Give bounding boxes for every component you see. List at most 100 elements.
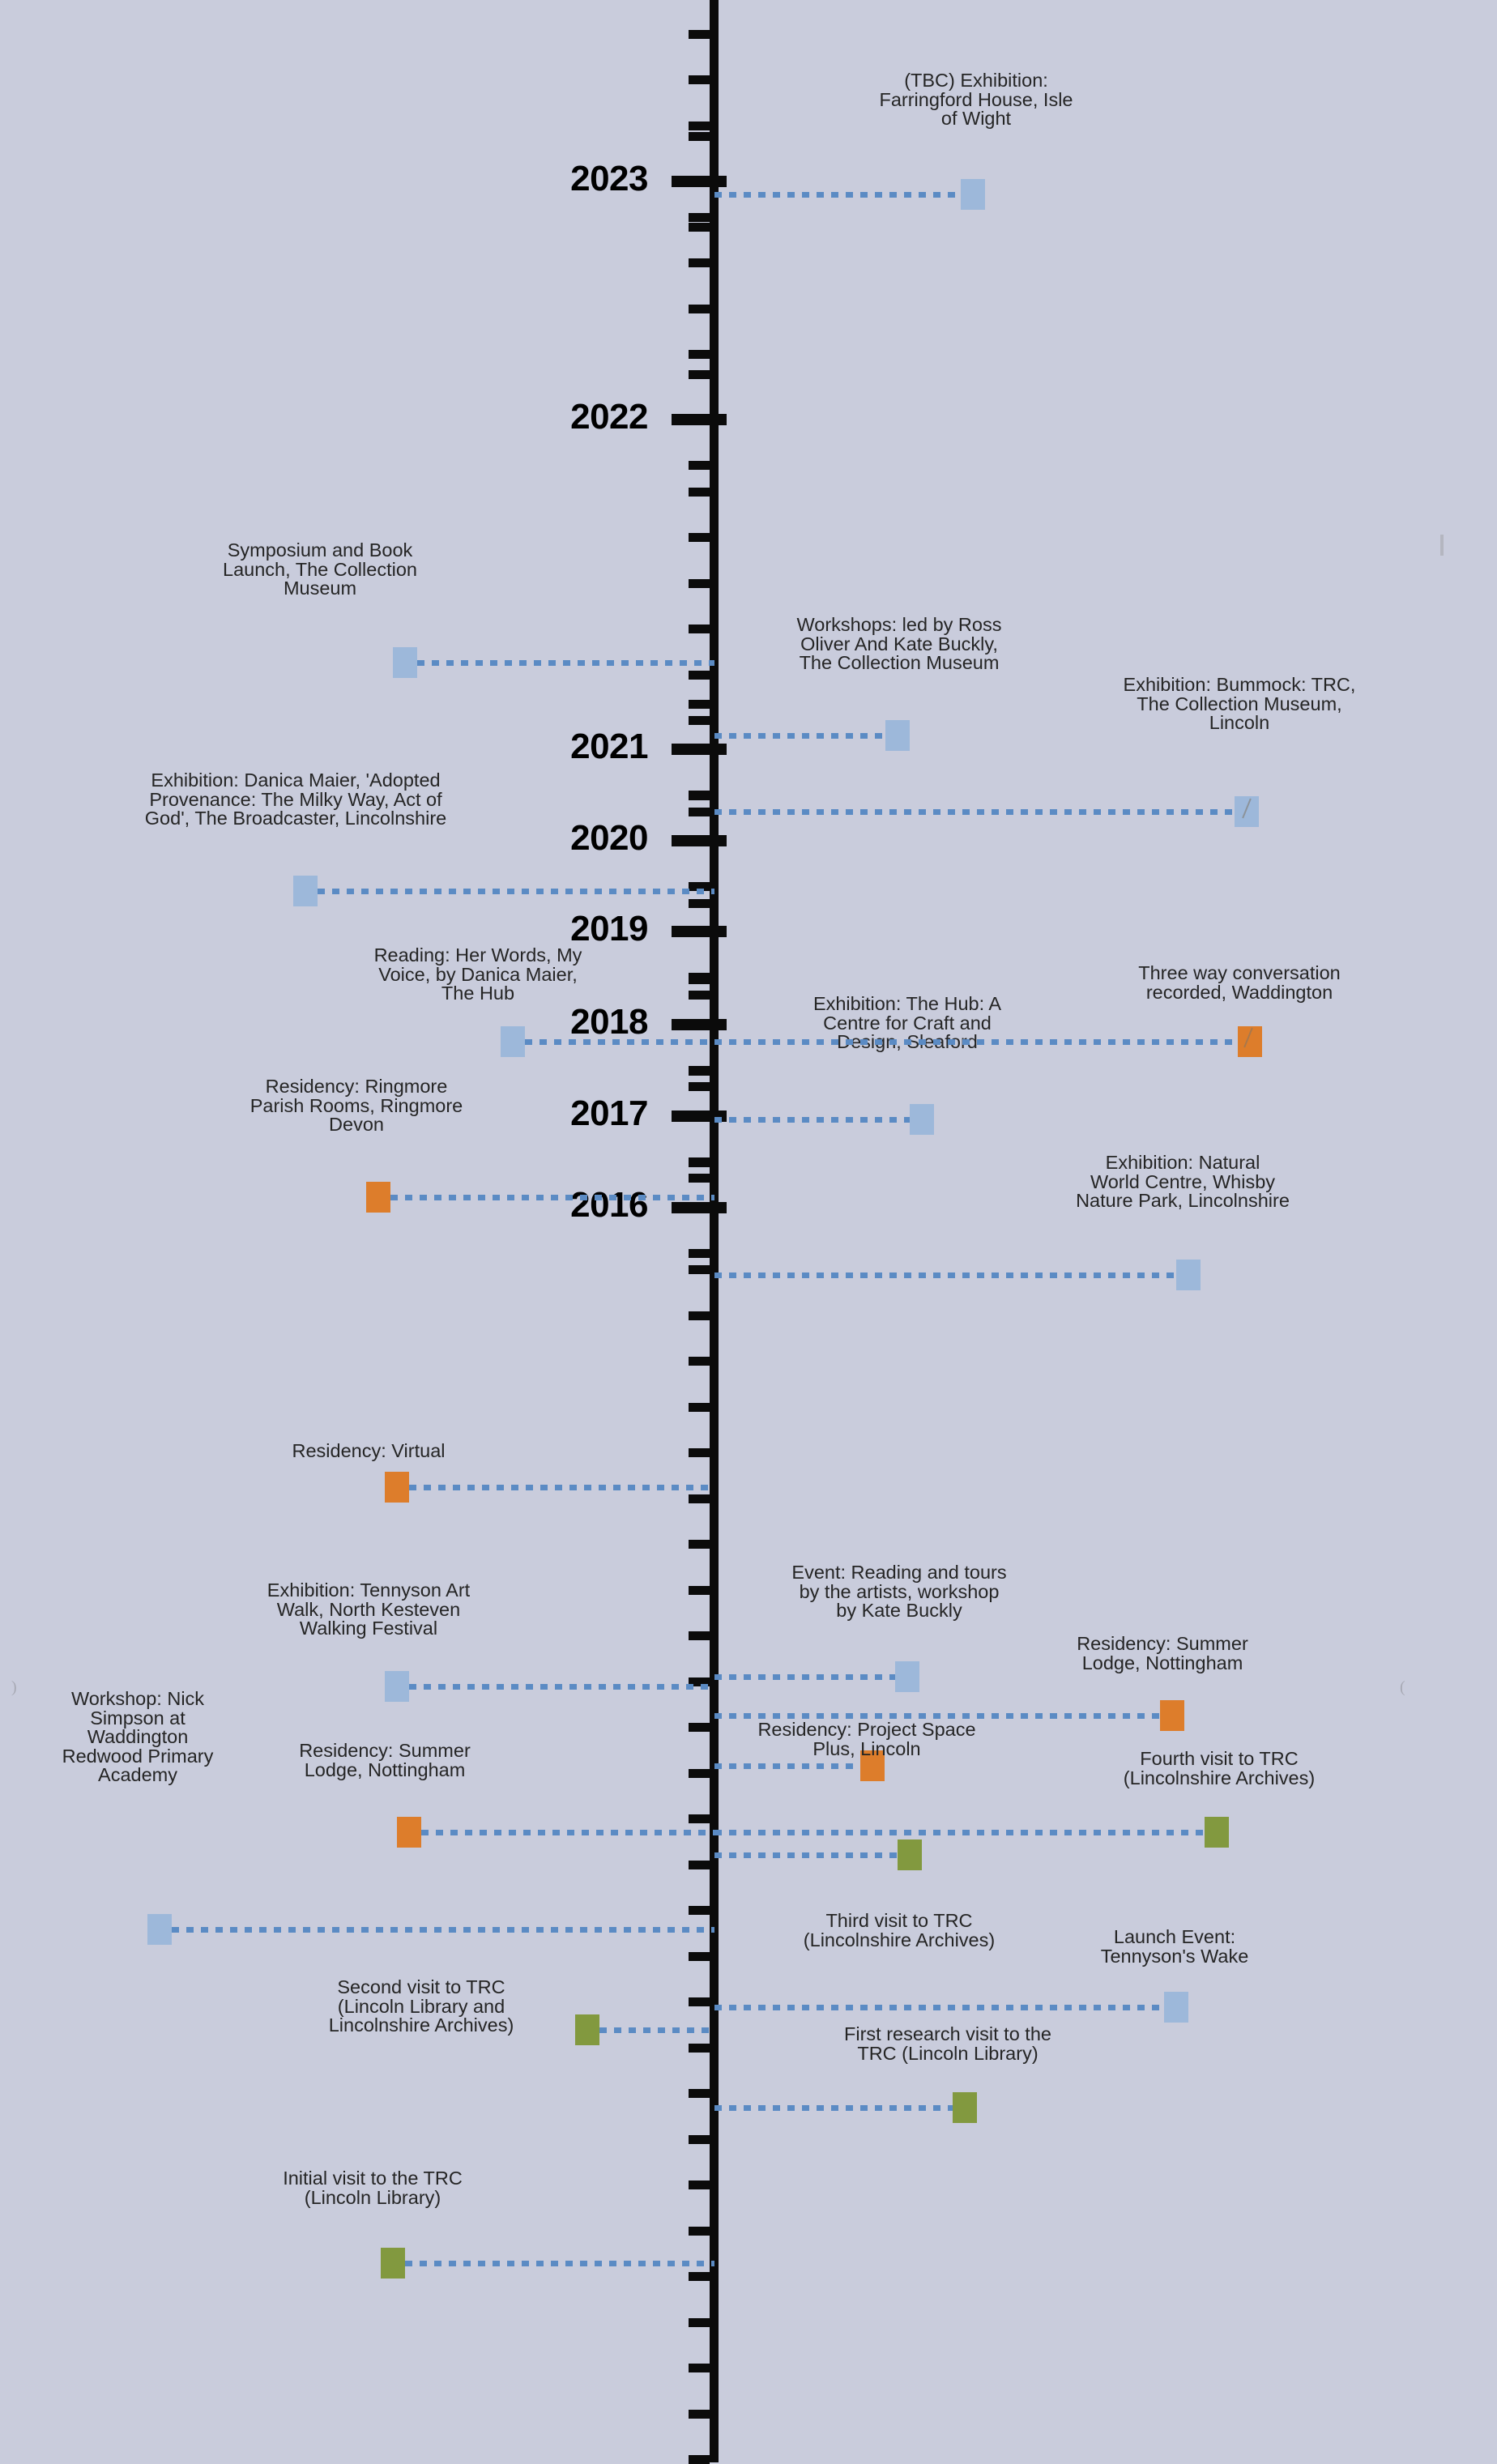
tick-minor — [689, 882, 710, 891]
tick-minor — [689, 791, 710, 800]
tick-major-2020 — [672, 835, 727, 846]
tick-minor — [689, 488, 710, 497]
tick-minor — [689, 1861, 710, 1869]
event-connector — [405, 2261, 714, 2266]
timeline-axis — [710, 0, 719, 2462]
tick-minor — [689, 75, 710, 84]
event-marker-blue[interactable] — [910, 1104, 934, 1135]
event-label: Reading: Her Words, My Voice, by Danica … — [373, 944, 582, 1004]
tick-minor — [689, 1769, 710, 1778]
event-marker-blue[interactable] — [385, 1671, 409, 1702]
tick-minor — [689, 975, 710, 984]
tick-minor — [689, 305, 710, 313]
tick-minor — [689, 1814, 710, 1823]
event-marker-orange[interactable] — [366, 1182, 390, 1213]
event-connector — [599, 2027, 714, 2033]
scan-artifact-right: ( — [1400, 1678, 1405, 1696]
event-marker-blue[interactable] — [501, 1026, 525, 1057]
tick-major-2021 — [672, 744, 727, 755]
event-marker-blue[interactable] — [885, 720, 910, 751]
tick-minor — [689, 2364, 710, 2372]
event-label: Symposium and Book Launch, The Collectio… — [223, 539, 417, 599]
tick-minor — [689, 625, 710, 633]
event-marker-blue[interactable] — [961, 179, 985, 210]
event-connector — [714, 809, 1235, 815]
event-connector — [525, 1039, 714, 1045]
tick-minor — [689, 716, 710, 725]
event-marker-orange[interactable] — [1160, 1700, 1184, 1731]
tick-minor — [689, 1403, 710, 1412]
tick-major-2018 — [672, 1019, 727, 1030]
event-marker-blue[interactable] — [1164, 1992, 1188, 2023]
year-label-2023: 2023 — [570, 159, 648, 198]
tick-minor — [689, 132, 710, 141]
event-label: (TBC) Exhibition: Farringford House, Isl… — [879, 70, 1073, 129]
year-label-2021: 2021 — [570, 727, 648, 766]
event-label: Initial visit to the TRC (Lincoln Librar… — [283, 2168, 463, 2208]
event-label: Exhibition: The Hub: A Centre for Craft … — [812, 993, 1002, 1051]
event-label: Residency: Summer Lodge, Nottingham — [1077, 1633, 1248, 1673]
tick-minor — [689, 1082, 710, 1091]
event-marker-green[interactable] — [381, 2248, 405, 2279]
event-marker-orange[interactable] — [385, 1472, 409, 1503]
event-connector — [714, 1674, 895, 1680]
event-label: Workshops: led by Ross Oliver And Kate B… — [796, 614, 1002, 673]
event-marker-blue[interactable] — [1235, 796, 1259, 827]
tick-minor — [689, 1067, 710, 1076]
event-marker-orange[interactable] — [397, 1817, 421, 1848]
event-connector — [172, 1927, 714, 1933]
event-marker-green[interactable] — [953, 2092, 977, 2123]
event-marker-blue[interactable] — [1176, 1260, 1201, 1290]
tick-minor — [689, 1631, 710, 1640]
tick-minor — [689, 700, 710, 709]
tick-minor — [689, 1952, 710, 1961]
event-label: Third visit to TRC (Lincolnshire Archive… — [803, 1910, 996, 1950]
tick-minor — [689, 1494, 710, 1503]
event-connector — [714, 1272, 1176, 1278]
event-connector — [421, 1830, 714, 1835]
tick-minor — [689, 1586, 710, 1595]
event-label: Second visit to TRC (Lincoln Library and… — [328, 1976, 514, 2036]
event-connector — [714, 1852, 898, 1858]
event-connector — [714, 2105, 953, 2111]
event-label: Exhibition: Tennyson Art Walk, North Kes… — [267, 1579, 471, 1639]
event-marker-blue[interactable] — [393, 647, 417, 678]
tick-minor — [689, 2227, 710, 2236]
tick-minor — [689, 533, 710, 542]
event-label: Workshop: Nick Simpson at Waddington Red… — [62, 1688, 214, 1785]
tick-minor — [689, 2272, 710, 2281]
tick-minor — [689, 223, 710, 232]
event-connector — [714, 1830, 1205, 1835]
event-label: Residency: Project Space Plus, Lincoln — [757, 1719, 976, 1759]
event-label: Exhibition: Danica Maier, 'Adopted Prove… — [144, 769, 447, 829]
tick-minor — [689, 899, 710, 908]
year-label-2020: 2020 — [570, 818, 648, 858]
year-label-2016: 2016 — [570, 1185, 648, 1225]
event-marker-orange[interactable] — [860, 1750, 885, 1781]
tick-minor — [689, 1174, 710, 1183]
event-marker-blue[interactable] — [895, 1661, 919, 1692]
event-marker-blue[interactable] — [293, 876, 318, 906]
tick-minor — [689, 2135, 710, 2144]
tick-minor — [689, 579, 710, 588]
event-marker-blue[interactable] — [147, 1914, 172, 1945]
event-label: Residency: Virtual — [292, 1440, 446, 1461]
year-label-2018: 2018 — [570, 1002, 648, 1042]
tick-minor — [689, 370, 710, 379]
event-label: Three way conversation recorded, Wadding… — [1138, 962, 1341, 1003]
event-connector — [318, 889, 714, 894]
event-label: Launch Event: Tennyson's Wake — [1100, 1926, 1249, 1967]
event-marker-green[interactable] — [575, 2014, 599, 2045]
event-connector — [390, 1195, 714, 1200]
event-connector — [714, 1713, 1160, 1719]
tick-major-2022 — [672, 414, 727, 425]
tick-major-2016 — [672, 1202, 727, 1213]
tick-minor — [689, 671, 710, 680]
event-connector — [409, 1684, 714, 1690]
event-connector — [714, 1039, 1238, 1045]
scan-artifact-right-upper — [1440, 535, 1444, 556]
event-marker-green[interactable] — [898, 1839, 922, 1870]
event-connector — [409, 1485, 714, 1490]
event-marker-green[interactable] — [1205, 1817, 1229, 1848]
